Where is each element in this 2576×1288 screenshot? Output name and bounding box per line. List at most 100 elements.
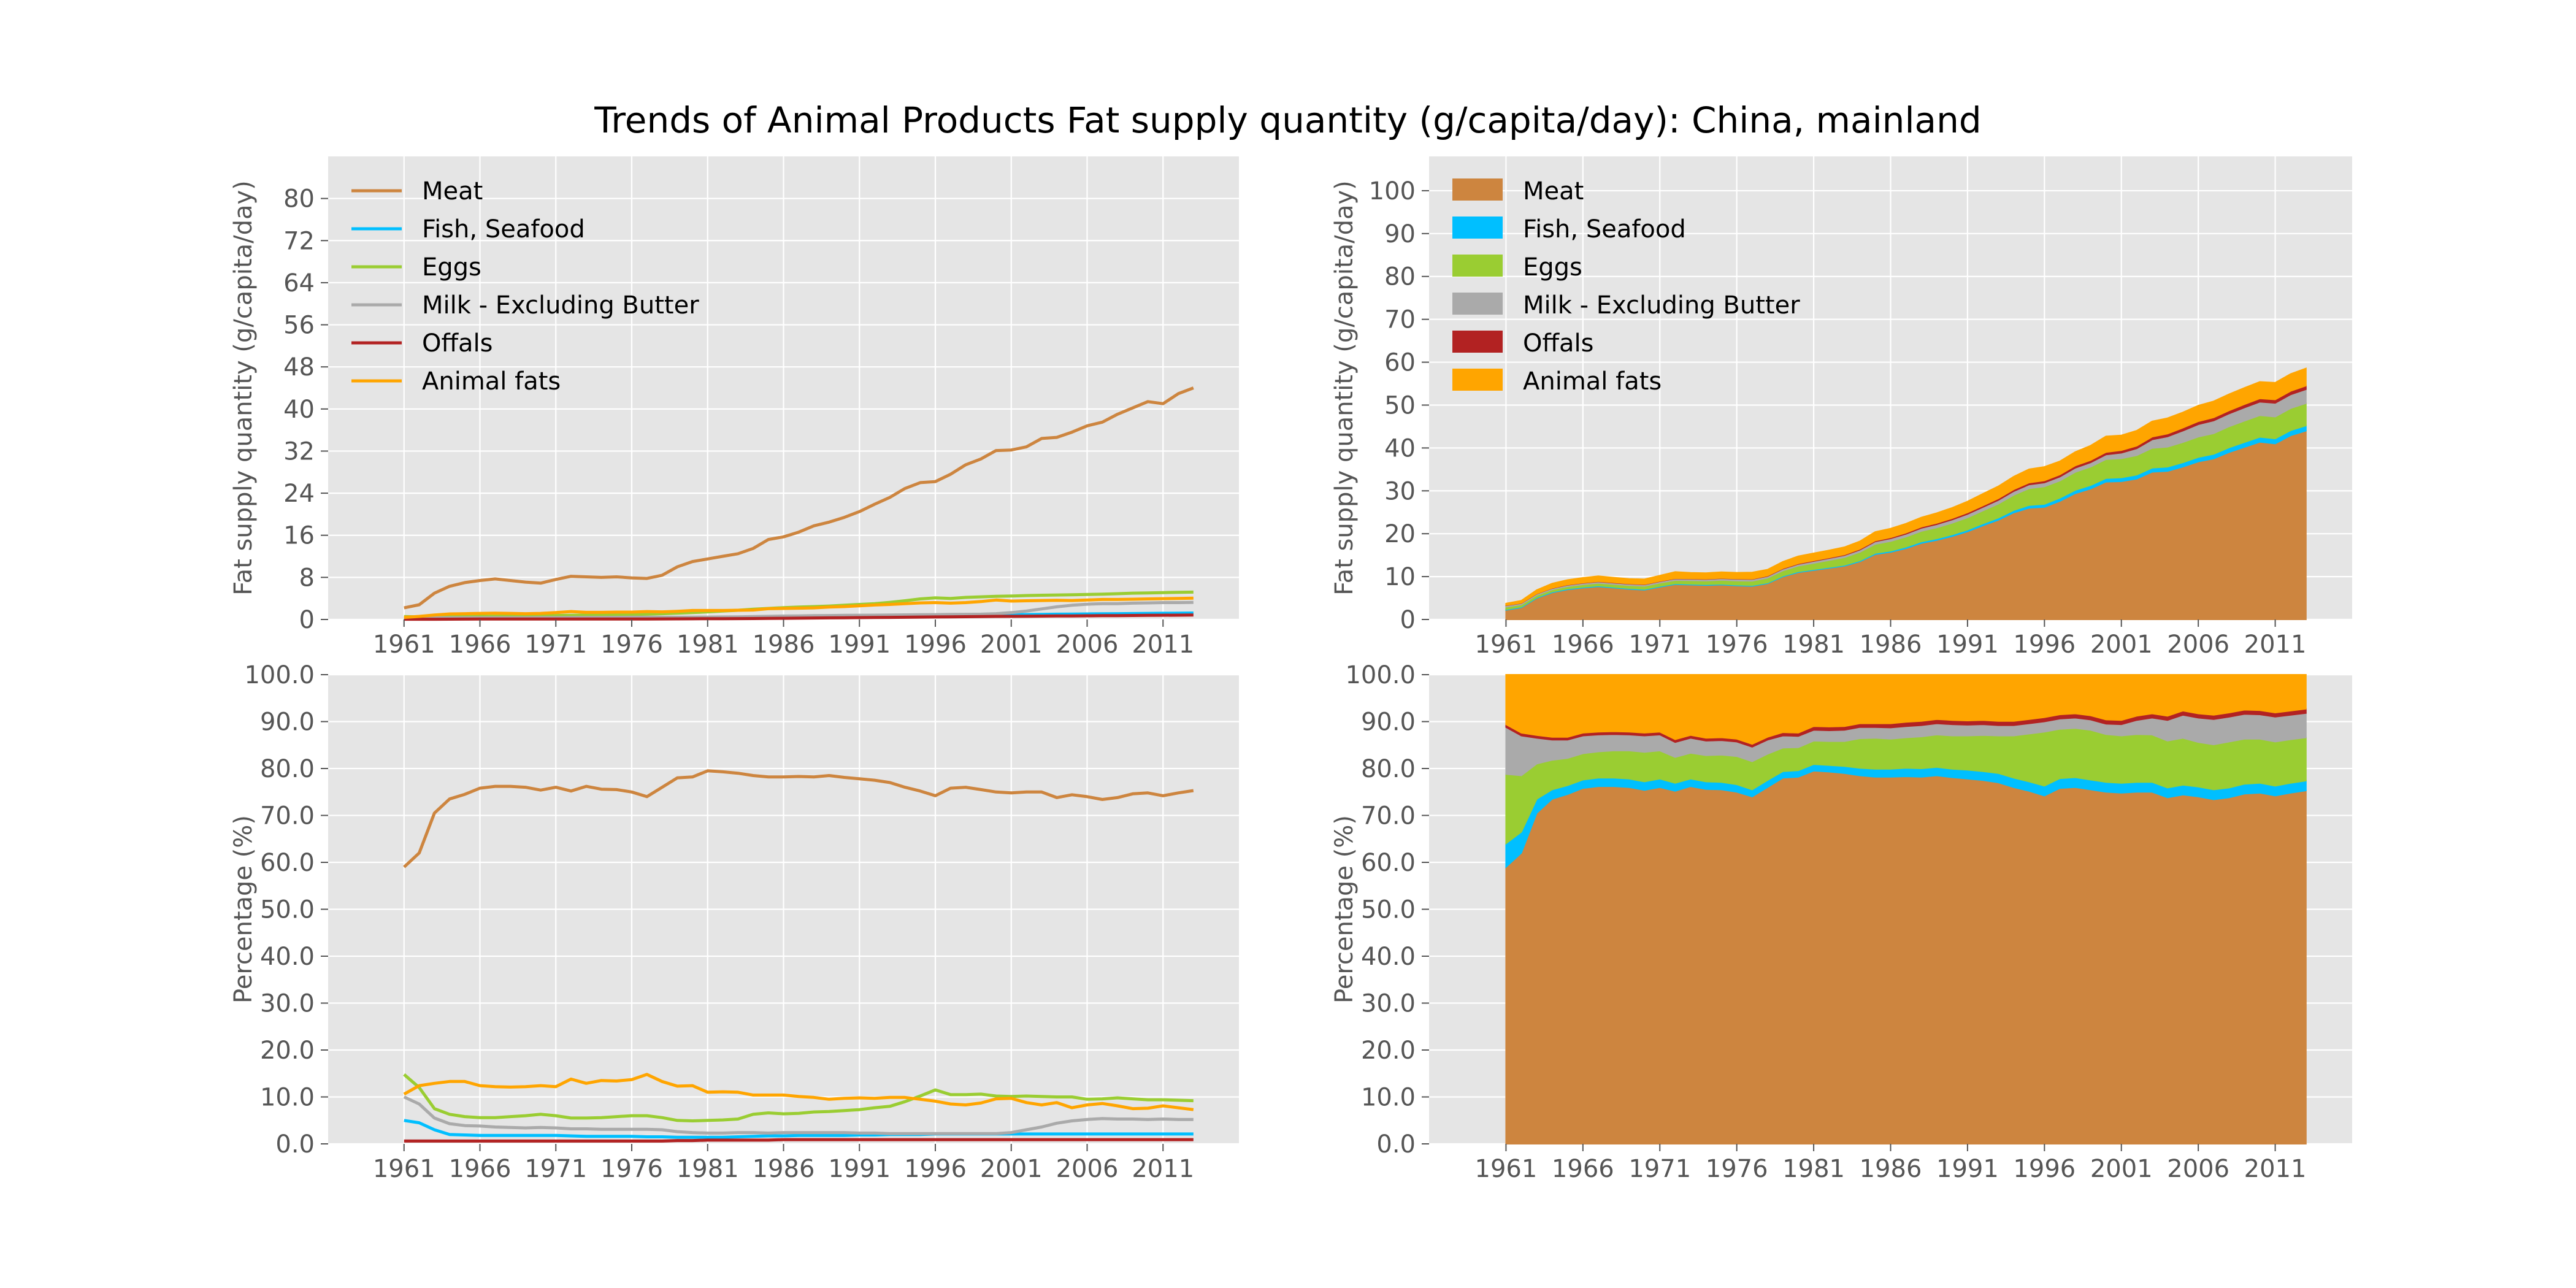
legend-label: Milk - Excluding Butter bbox=[422, 291, 699, 320]
y-tick-label: 70.0 bbox=[260, 802, 315, 830]
legend-label: Animal fats bbox=[422, 367, 561, 396]
y-tick-label: 100.0 bbox=[244, 661, 315, 689]
line-milk-excluding-butter bbox=[403, 1095, 1194, 1135]
y-tick-label: 30 bbox=[1384, 477, 1416, 505]
x-tick-label: 1981 bbox=[677, 1155, 739, 1183]
y-axis-label: Percentage (%) bbox=[229, 815, 258, 1003]
x-tick-label: 1961 bbox=[373, 1155, 435, 1183]
y-tick-label: 0 bbox=[299, 606, 315, 634]
y-tick-label: 100 bbox=[1369, 177, 1416, 205]
y-tick-label: 10.0 bbox=[260, 1084, 315, 1112]
x-tick-label: 1981 bbox=[1782, 631, 1845, 659]
legend-swatch bbox=[1452, 178, 1503, 201]
y-tick-label: 20.0 bbox=[1361, 1037, 1416, 1065]
x-tick-label: 1996 bbox=[2013, 1155, 2076, 1183]
legend-label: Meat bbox=[422, 177, 483, 205]
y-tick-label: 72 bbox=[283, 227, 315, 255]
x-tick-label: 1986 bbox=[1860, 1155, 1922, 1183]
x-tick-label: 1971 bbox=[1628, 1155, 1691, 1183]
legend-label: Eggs bbox=[422, 253, 481, 282]
legend-swatch bbox=[1452, 217, 1503, 239]
y-tick-label: 60 bbox=[1384, 349, 1416, 377]
x-tick-label: 1991 bbox=[1936, 1155, 1999, 1183]
series-group bbox=[1505, 674, 2307, 1144]
x-tick-label: 2001 bbox=[980, 1155, 1043, 1183]
line-offals bbox=[404, 1138, 1194, 1143]
y-tick-label: 70.0 bbox=[1361, 802, 1416, 830]
y-tick-label: 0.0 bbox=[275, 1130, 315, 1159]
y-tick-label: 50.0 bbox=[260, 896, 315, 924]
x-tick-label: 2006 bbox=[1056, 631, 1119, 659]
y-tick-label: 40.0 bbox=[1361, 943, 1416, 971]
line-meat bbox=[403, 769, 1194, 868]
x-tick-label: 1961 bbox=[373, 631, 435, 659]
x-tick-label: 2011 bbox=[2244, 631, 2307, 659]
x-tick-label: 1996 bbox=[2013, 631, 2076, 659]
y-tick-label: 48 bbox=[283, 353, 315, 381]
x-tick-label: 1961 bbox=[1475, 631, 1538, 659]
x-tick-label: 1991 bbox=[1936, 631, 1999, 659]
y-axis-label: Fat supply quantity (g/capita/day) bbox=[1330, 180, 1359, 596]
y-tick-label: 0 bbox=[1400, 606, 1416, 634]
x-tick-label: 1981 bbox=[1782, 1155, 1845, 1183]
y-tick-label: 20 bbox=[1384, 520, 1416, 548]
x-tick-label: 1986 bbox=[1860, 631, 1922, 659]
y-tick-label: 10.0 bbox=[1361, 1084, 1416, 1112]
x-tick-label: 1976 bbox=[1706, 1155, 1768, 1183]
y-tick-label: 10 bbox=[1384, 563, 1416, 591]
panels: 0 8 16 24 32 40 48 56 64 72 80 1961 1966 1971 1976 1981… bbox=[229, 156, 2352, 1183]
y-tick-label: 50 bbox=[1384, 391, 1416, 420]
panel-pct-line: 0.0 10.0 20.0 30.0 40.0 50.0 60.0 70.0 80.0 90.0 1… bbox=[229, 661, 1239, 1183]
y-tick-label: 64 bbox=[283, 269, 315, 297]
legend-label: Offals bbox=[422, 329, 493, 358]
x-tick-label: 2001 bbox=[2090, 1155, 2153, 1183]
x-tick-label: 1996 bbox=[904, 631, 967, 659]
x-tick-label: 2011 bbox=[1132, 631, 1194, 659]
series-group bbox=[403, 769, 1194, 1143]
y-tick-label: 40 bbox=[283, 396, 315, 424]
line-animal-fats bbox=[404, 596, 1194, 619]
line-eggs bbox=[403, 1073, 1194, 1122]
legend-label: Offals bbox=[1523, 329, 1594, 358]
line-offals bbox=[404, 613, 1194, 621]
x-tick-label: 2006 bbox=[1056, 1155, 1119, 1183]
x-tick-label: 1966 bbox=[449, 1155, 512, 1183]
series-group bbox=[404, 386, 1194, 621]
x-tick-label: 2006 bbox=[2167, 631, 2229, 659]
y-tick-label: 80 bbox=[1384, 263, 1416, 291]
y-tick-label: 60.0 bbox=[260, 849, 315, 877]
y-tick-label: 40.0 bbox=[260, 943, 315, 971]
legend-swatch bbox=[1452, 331, 1503, 353]
legend: Meat Fish, Seafood Eggs Milk - Excluding Bu… bbox=[351, 177, 699, 396]
legend-swatch bbox=[1452, 293, 1503, 315]
legend: Meat Fish, Seafood Eggs Milk - Excluding Bu… bbox=[1452, 177, 1800, 396]
y-tick-label: 90.0 bbox=[260, 708, 315, 737]
y-tick-label: 32 bbox=[283, 437, 315, 466]
x-tick-label: 2011 bbox=[1132, 1155, 1194, 1183]
x-tick-label: 1996 bbox=[904, 1155, 967, 1183]
series-group bbox=[1505, 367, 2307, 620]
y-tick-label: 56 bbox=[283, 312, 315, 340]
x-tick-label: 1971 bbox=[524, 631, 587, 659]
y-tick-label: 50.0 bbox=[1361, 896, 1416, 924]
y-tick-label: 30.0 bbox=[1361, 990, 1416, 1018]
y-tick-label: 40 bbox=[1384, 434, 1416, 462]
x-tick-label: 1991 bbox=[828, 1155, 891, 1183]
x-tick-label: 1961 bbox=[1475, 1155, 1538, 1183]
area-animal-fats bbox=[1505, 674, 2307, 745]
legend-label: Fish, Seafood bbox=[1523, 215, 1686, 243]
x-tick-label: 1986 bbox=[753, 1155, 815, 1183]
x-tick-label: 2011 bbox=[2244, 1155, 2307, 1183]
legend-label: Milk - Excluding Butter bbox=[1523, 291, 1800, 320]
line-animal-fats bbox=[403, 1073, 1194, 1111]
area-animal-fats bbox=[1505, 367, 2307, 606]
x-tick-label: 1986 bbox=[753, 631, 815, 659]
x-tick-label: 1976 bbox=[600, 631, 663, 659]
y-tick-label: 0.0 bbox=[1376, 1130, 1416, 1159]
legend-swatch bbox=[1452, 255, 1503, 277]
y-tick-label: 8 bbox=[299, 564, 315, 592]
y-tick-label: 90 bbox=[1384, 220, 1416, 248]
legend-label: Animal fats bbox=[1523, 367, 1662, 396]
y-tick-label: 90.0 bbox=[1361, 708, 1416, 737]
